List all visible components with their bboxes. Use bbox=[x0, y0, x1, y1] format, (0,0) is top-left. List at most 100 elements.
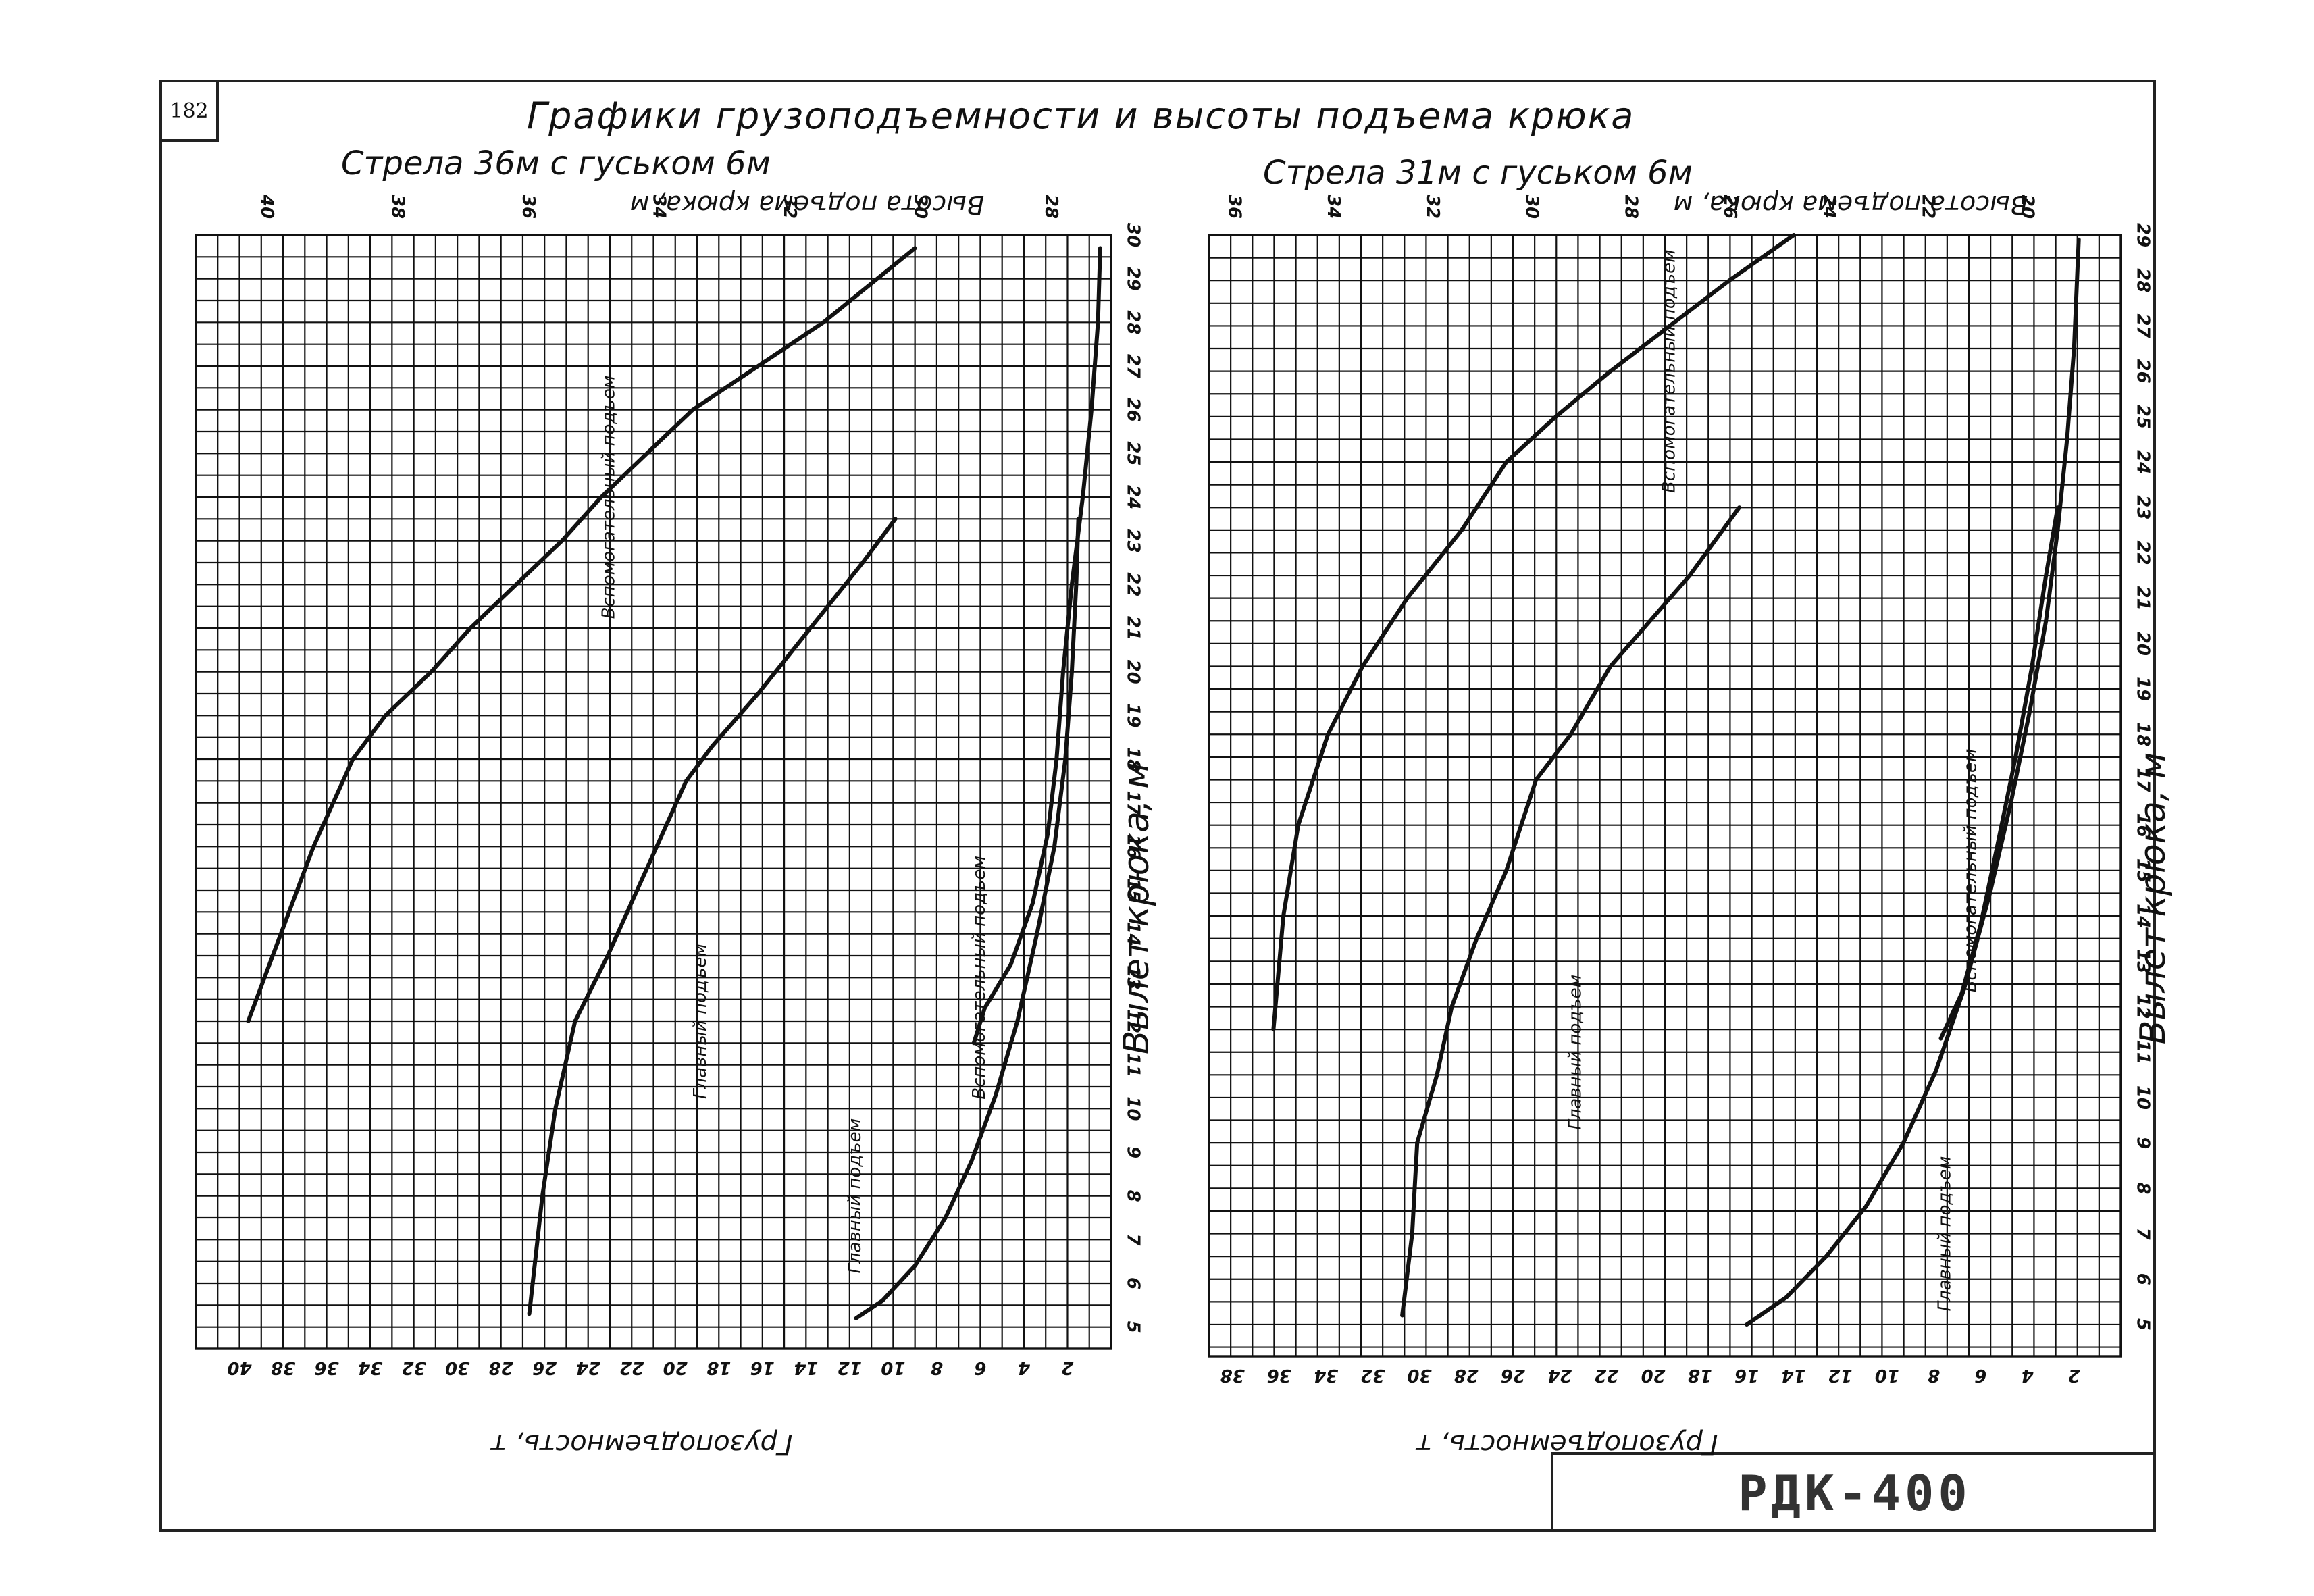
x-tick-label: 32 bbox=[1360, 1365, 1385, 1385]
y-tick-label: 11 bbox=[2133, 1040, 2153, 1064]
y-axis-label: Вылет крюка, м bbox=[2133, 752, 2174, 1045]
y-tick-label: 24 bbox=[1123, 485, 1143, 509]
grid bbox=[195, 234, 1112, 1350]
y-tick-label: 9 bbox=[1123, 1146, 1143, 1158]
x-tick-label: 18 bbox=[1688, 1365, 1712, 1385]
y-tick-label: 8 bbox=[2133, 1182, 2153, 1194]
x2-tick-label: 36 bbox=[1224, 195, 1244, 219]
series-label: Главный подъем bbox=[1565, 975, 1585, 1130]
y-tick-label: 6 bbox=[2133, 1273, 2153, 1285]
y-tick-label: 27 bbox=[2133, 313, 2153, 338]
y-tick-label: 23 bbox=[2133, 495, 2153, 519]
y-tick-label: 6 bbox=[1123, 1277, 1143, 1289]
series-label: Главный подъем bbox=[845, 1118, 865, 1274]
y-tick-label: 8 bbox=[1123, 1190, 1143, 1202]
x-tick-label: 18 bbox=[706, 1358, 731, 1378]
x-tick-label: 20 bbox=[663, 1358, 688, 1378]
x-tick-label: 36 bbox=[1267, 1365, 1291, 1385]
x2-tick-label: 34 bbox=[649, 195, 669, 219]
series-line-3 bbox=[971, 246, 1102, 1046]
series-line-2 bbox=[854, 517, 1081, 1320]
x-tick-label: 6 bbox=[974, 1358, 986, 1378]
x-tick-label: 40 bbox=[227, 1358, 252, 1378]
y-tick-label: 21 bbox=[1123, 616, 1143, 640]
series-label: Главный подъем bbox=[1934, 1156, 1955, 1312]
y-tick-label: 11 bbox=[1123, 1053, 1143, 1077]
chart-boom-31: Стрела 31м с гуськом 6м Высота подъема к… bbox=[1208, 154, 2174, 1460]
y-tick-label: 20 bbox=[2133, 632, 2153, 656]
y-tick-label: 28 bbox=[2133, 268, 2153, 292]
x-tick-label: 6 bbox=[1974, 1365, 1986, 1385]
y-tick-label: 17 bbox=[2133, 767, 2153, 792]
y-tick-label: 19 bbox=[2133, 677, 2153, 701]
x-tick-label: 36 bbox=[314, 1358, 338, 1378]
x2-tick-label: 28 bbox=[1620, 195, 1641, 219]
y-tick-label: 15 bbox=[1123, 878, 1143, 902]
y-tick-label: 10 bbox=[1123, 1096, 1143, 1121]
y-tick-label: 14 bbox=[1123, 922, 1143, 946]
top-axis-label: Высота подъема крюка, м bbox=[630, 190, 984, 220]
x-tick-label: 38 bbox=[1220, 1365, 1245, 1385]
x2-tick-label: 32 bbox=[1422, 195, 1443, 219]
y-tick-label: 24 bbox=[2133, 450, 2153, 474]
x-tick-label: 14 bbox=[794, 1358, 818, 1378]
grid bbox=[1208, 234, 2122, 1356]
series-label: Вспомогательный подъем bbox=[969, 856, 989, 1100]
y-axis-label: Вылет крюка, м bbox=[1116, 763, 1157, 1055]
y-tick-label: 14 bbox=[2133, 904, 2153, 928]
x-tick-label: 4 bbox=[2021, 1365, 2034, 1385]
series-label: Вспомогательный подъем bbox=[598, 376, 619, 619]
series-line-3 bbox=[1745, 237, 2081, 1327]
x-tick-label: 16 bbox=[750, 1358, 775, 1378]
x-tick-label: 12 bbox=[838, 1358, 862, 1378]
series-label: Главный подъем bbox=[690, 944, 711, 1099]
y-tick-label: 13 bbox=[1123, 965, 1143, 989]
x-tick-label: 32 bbox=[402, 1358, 426, 1378]
y-tick-label: 16 bbox=[2133, 813, 2153, 838]
x-tick-label: 2 bbox=[1061, 1358, 1073, 1378]
y-tick-label: 16 bbox=[1123, 834, 1143, 858]
x-tick-label: 8 bbox=[931, 1358, 943, 1378]
main-title: Графики грузоподъемности и высоты подъем… bbox=[527, 95, 1635, 137]
x-tick-label: 14 bbox=[1781, 1365, 1805, 1385]
x2-tick-label: 22 bbox=[1918, 195, 1938, 219]
series-line-0 bbox=[1271, 233, 1796, 1032]
x-tick-label: 38 bbox=[271, 1358, 295, 1378]
y-tick-label: 17 bbox=[1123, 791, 1143, 816]
y-tick-label: 22 bbox=[2133, 540, 2153, 565]
series-line-2 bbox=[1938, 505, 2060, 1041]
x-tick-label: 34 bbox=[1314, 1365, 1338, 1385]
x-tick-label: 16 bbox=[1734, 1365, 1759, 1385]
y-tick-label: 7 bbox=[1123, 1233, 1143, 1246]
y-tick-label: 12 bbox=[1123, 1009, 1143, 1033]
x-tick-label: 24 bbox=[1547, 1365, 1572, 1385]
x-tick-label: 26 bbox=[532, 1358, 557, 1378]
x2-tick-label: 20 bbox=[2017, 195, 2037, 219]
y-tick-label: 28 bbox=[1123, 310, 1143, 334]
y-tick-label: 26 bbox=[1123, 398, 1143, 422]
y-tick-label: 19 bbox=[1123, 703, 1143, 727]
page-number: 182 bbox=[159, 80, 219, 142]
y-tick-label: 5 bbox=[1123, 1321, 1143, 1333]
x-tick-label: 22 bbox=[619, 1358, 644, 1378]
bottom-axis-label: Грузоподъемность, т bbox=[1415, 1428, 1718, 1460]
y-tick-label: 23 bbox=[1123, 529, 1143, 553]
y-tick-label: 27 bbox=[1123, 354, 1143, 379]
x2-tick-label: 34 bbox=[1323, 195, 1343, 219]
y-tick-label: 25 bbox=[2133, 405, 2153, 429]
x2-tick-label: 30 bbox=[910, 195, 931, 219]
series-label: Вспомогательный подъем bbox=[1960, 748, 1980, 992]
y-tick-label: 29 bbox=[1123, 267, 1143, 291]
x-tick-label: 8 bbox=[1928, 1365, 1940, 1385]
x-tick-label: 10 bbox=[1875, 1365, 1899, 1385]
x-tick-label: 30 bbox=[1407, 1365, 1431, 1385]
x-tick-label: 4 bbox=[1018, 1358, 1031, 1378]
y-tick-label: 18 bbox=[1123, 747, 1143, 771]
plot-border bbox=[195, 234, 1112, 1350]
x-tick-label: 30 bbox=[445, 1358, 469, 1378]
y-tick-label: 7 bbox=[2133, 1227, 2153, 1240]
x-tick-label: 12 bbox=[1828, 1365, 1853, 1385]
y-tick-label: 18 bbox=[2133, 722, 2153, 746]
stamp-title: РДК-400 bbox=[1551, 1452, 2156, 1532]
